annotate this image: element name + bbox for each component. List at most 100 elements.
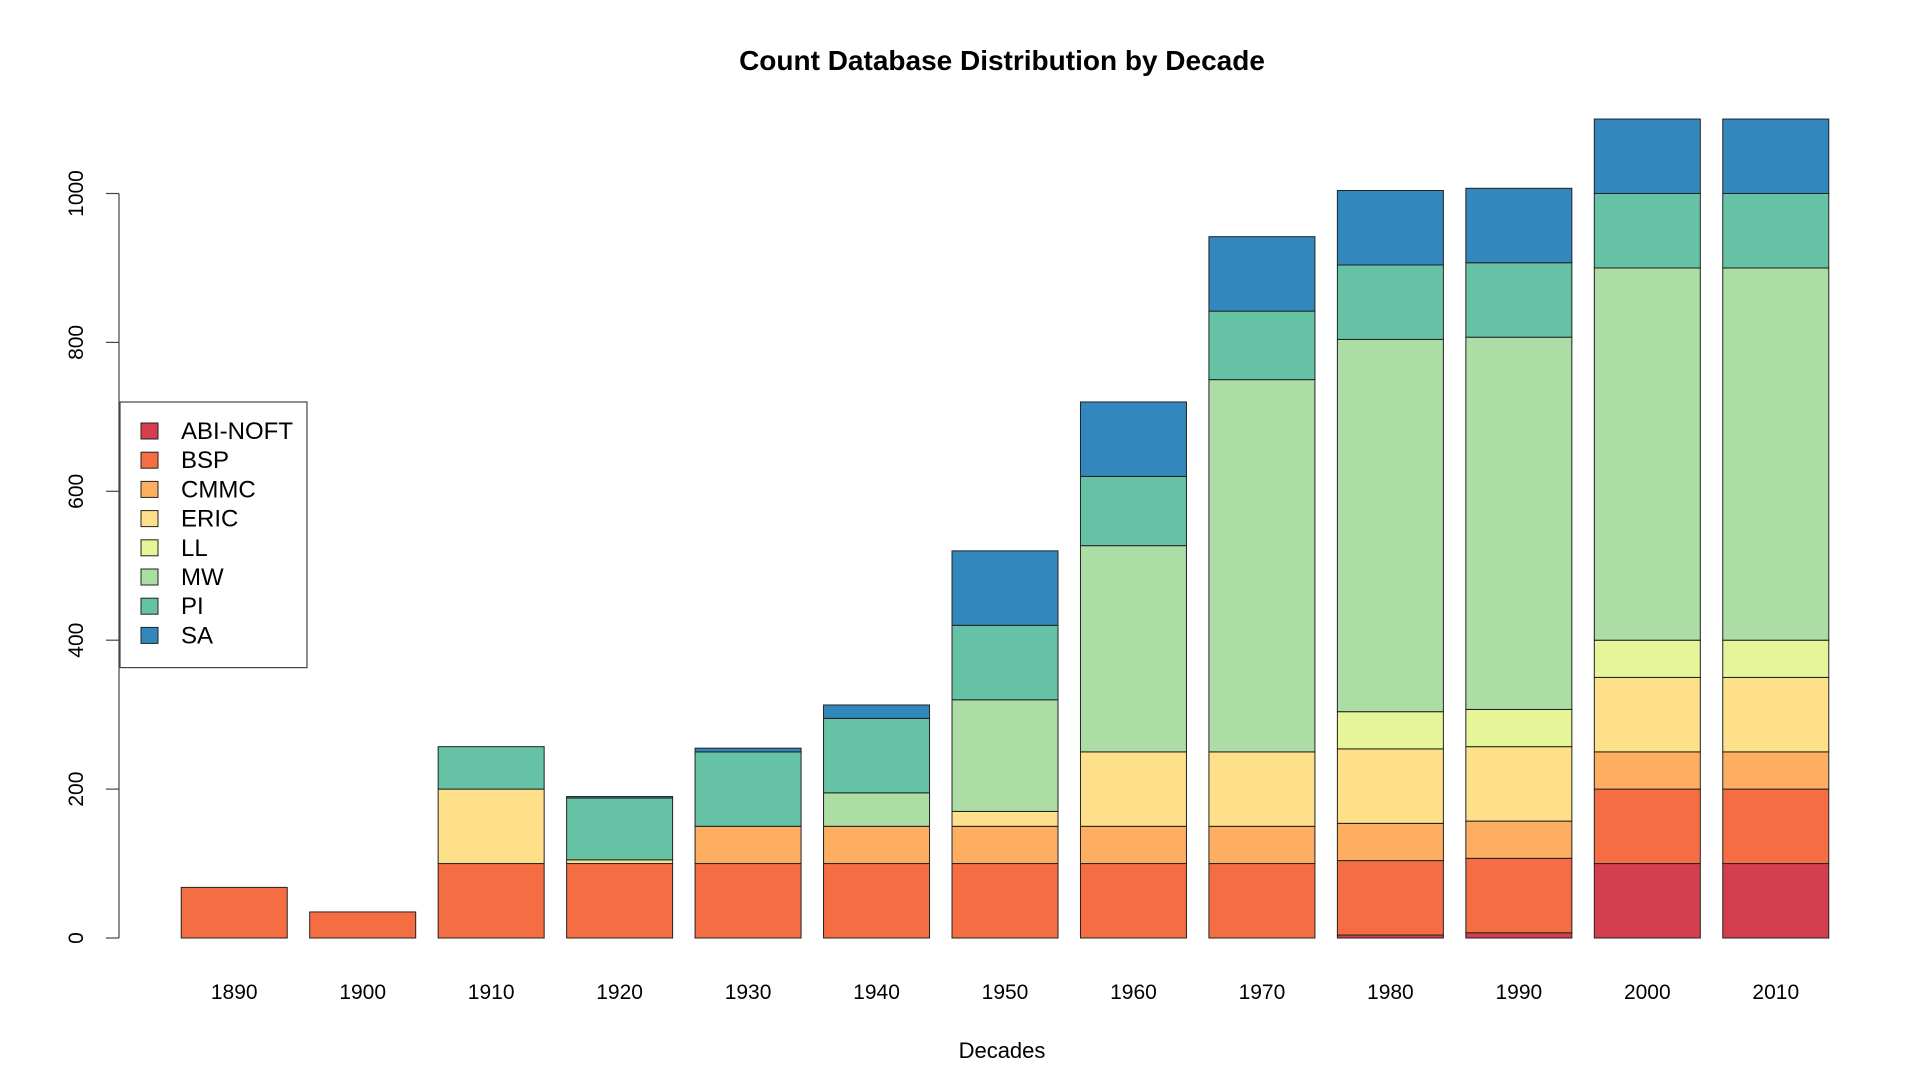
bar-segment-2010-eric: [1722, 676, 1830, 753]
bar-segment-2010-cmmc: [1722, 751, 1830, 790]
legend-swatch: [140, 597, 159, 615]
legend-swatch: [140, 451, 159, 469]
bar-segment-1920-pi: [566, 797, 674, 861]
bar-segment-1970-sa: [1208, 236, 1316, 312]
legend-label: SA: [181, 622, 213, 649]
legend-swatch: [140, 539, 159, 557]
bar-stack-1990: [1465, 187, 1573, 939]
legend-box: [119, 401, 308, 669]
legend-swatch: [140, 568, 159, 586]
bar-segment-2010-bsp: [1722, 788, 1830, 865]
x-tick-label: 1970: [1239, 981, 1286, 1004]
bar-segment-1970-eric: [1208, 751, 1316, 827]
bar-segment-1990-cmmc: [1465, 820, 1573, 859]
y-tick-label: 1000: [65, 170, 88, 217]
bar-segment-1990-bsp: [1465, 857, 1573, 934]
legend-swatch: [140, 626, 159, 644]
bar-segment-1990-pi: [1465, 262, 1573, 338]
x-tick-label: 2010: [1752, 981, 1799, 1004]
bar-segment-1980-ll: [1336, 711, 1444, 750]
x-tick-label: 1930: [725, 981, 772, 1004]
bar-segment-1910-pi: [437, 746, 545, 790]
bar-segment-1890-bsp: [180, 886, 288, 939]
bar-segment-1980-bsp: [1336, 860, 1444, 936]
bar-segment-2000-abi-noft: [1593, 863, 1701, 939]
bar-segment-1940-pi: [823, 717, 931, 794]
legend-item-bsp: BSP: [140, 447, 229, 474]
legend-swatch: [140, 422, 159, 440]
bar-segment-1970-cmmc: [1208, 825, 1316, 865]
bar-segment-1980-cmmc: [1336, 822, 1444, 862]
bar-segment-1910-eric: [437, 788, 545, 865]
bar-stack-1890: [180, 886, 288, 939]
bar-stack-1980: [1336, 190, 1444, 939]
bar-segment-1960-cmmc: [1079, 825, 1187, 865]
x-tick-label: 1940: [853, 981, 900, 1004]
bar-segment-1980-pi: [1336, 264, 1444, 340]
legend-label: ERIC: [181, 506, 238, 533]
bar-segment-1960-sa: [1079, 401, 1187, 477]
bar-segment-1930-sa: [694, 747, 802, 753]
bar-segment-1920-bsp: [566, 863, 674, 939]
bar-segment-1940-sa: [823, 704, 931, 719]
legend-item-cmmc: CMMC: [140, 476, 256, 503]
bar-segment-2000-mw: [1593, 267, 1701, 641]
bar-segment-1950-cmmc: [951, 825, 1059, 865]
legend-item-mw: MW: [140, 564, 224, 591]
legend-item-ll: LL: [140, 535, 208, 562]
bar-segment-1970-bsp: [1208, 863, 1316, 939]
x-tick-label: 1890: [211, 981, 258, 1004]
bar-segment-1960-mw: [1079, 545, 1187, 753]
x-axis-label: Decades: [959, 1038, 1046, 1063]
legend-label: BSP: [181, 447, 229, 474]
bar-segment-1940-mw: [823, 792, 931, 827]
bar-stack-2000: [1593, 118, 1701, 939]
bar-segment-1940-bsp: [823, 863, 931, 939]
bar-segment-1920-sa: [566, 796, 674, 799]
legend-label: LL: [181, 535, 208, 562]
x-tick-label: 1980: [1367, 981, 1414, 1004]
bar-segment-2000-cmmc: [1593, 751, 1701, 790]
y-axis: 0 200 400 600 800 1000: [65, 170, 120, 944]
legend-swatch: [140, 510, 159, 528]
bar-segment-2010-abi-noft: [1722, 863, 1830, 939]
bar-segment-1950-pi: [951, 624, 1059, 701]
bar-segment-2010-mw: [1722, 267, 1830, 641]
bar-segment-1970-pi: [1208, 310, 1316, 381]
bar-segment-1990-ll: [1465, 708, 1573, 748]
legend-item-abi-noft: ABI-NOFT: [140, 418, 293, 445]
bar-segment-1930-cmmc: [694, 825, 802, 865]
y-tick-label: 800: [65, 325, 88, 360]
legend-item-eric: ERIC: [140, 506, 238, 533]
bar-segment-1980-eric: [1336, 748, 1444, 824]
bar-segment-1950-eric: [951, 810, 1059, 827]
y-tick-label: 400: [65, 623, 88, 658]
bar-stack-1930: [694, 747, 802, 939]
y-tick-label: 600: [65, 474, 88, 509]
bar-stack-1960: [1079, 401, 1187, 939]
bar-segment-2010-ll: [1722, 639, 1830, 678]
legend-label: ABI-NOFT: [181, 418, 293, 445]
bar-segment-1980-mw: [1336, 338, 1444, 713]
bar-segment-2000-sa: [1593, 118, 1701, 194]
x-tick-label: 2000: [1624, 981, 1671, 1004]
legend-item-sa: SA: [140, 622, 213, 649]
bar-segment-1940-cmmc: [823, 825, 931, 865]
chart-title: Count Database Distribution by Decade: [739, 45, 1265, 76]
bar-segment-1960-eric: [1079, 751, 1187, 827]
x-axis: 1890 1900 1910 1920 1930 1940 1950 1960 1970 1980…: [211, 981, 1799, 1004]
bar-segment-1990-abi-noft: [1465, 932, 1573, 939]
bar-segment-1990-eric: [1465, 746, 1573, 822]
bar-segment-1970-mw: [1208, 379, 1316, 753]
bar-segment-1990-sa: [1465, 187, 1573, 264]
bar-stack-1910: [437, 746, 545, 939]
bar-stack-2010: [1722, 118, 1830, 939]
y-tick-label: 200: [65, 772, 88, 807]
bars-layer: [180, 118, 1830, 939]
bar-segment-2000-pi: [1593, 193, 1701, 269]
bar-segment-1980-sa: [1336, 190, 1444, 266]
bar-stack-1920: [566, 796, 674, 939]
